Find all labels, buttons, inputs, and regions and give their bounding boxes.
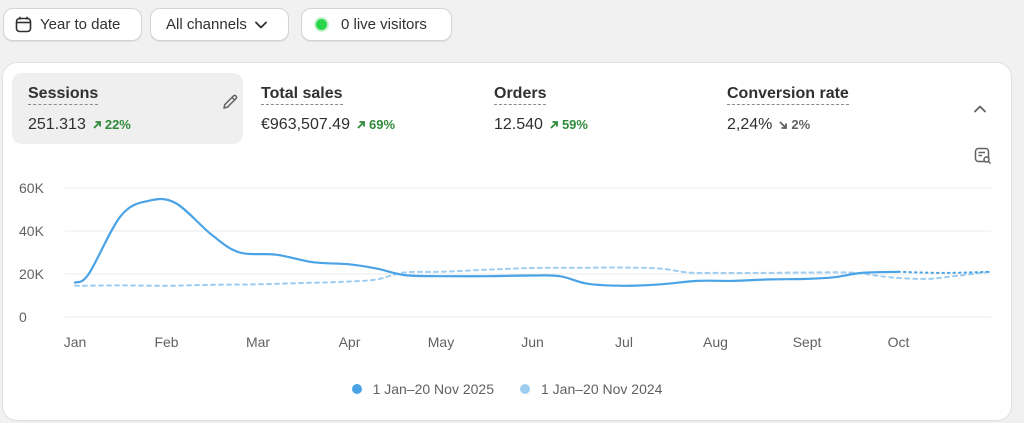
calendar-icon — [15, 16, 32, 33]
arrow-down-right-icon — [779, 121, 788, 129]
live-visitors-button[interactable]: 0 live visitors — [301, 8, 452, 41]
metric-label: Orders — [494, 85, 547, 105]
chevron-down-icon — [254, 21, 267, 29]
series-line-current — [73, 197, 900, 287]
chevron-up-icon[interactable] — [973, 101, 987, 119]
y-tick-label: 60K — [19, 180, 45, 196]
trend-badge: 59% — [549, 117, 588, 132]
metric-value: €963,507.49 — [261, 116, 350, 133]
metric-value: 12.540 — [494, 116, 543, 133]
trend-badge: 69% — [356, 117, 395, 132]
sessions-line-chart: 0 20K 40K 60K Jan Feb Mar Apr May Jun Jul Aug Sept Oc… — [19, 180, 991, 350]
x-tick-label: Apr — [339, 334, 361, 350]
legend-dot — [520, 384, 530, 394]
arrow-up-right-icon — [93, 121, 101, 129]
y-tick-label: 20K — [19, 266, 45, 282]
y-tick-label: 40K — [19, 223, 45, 239]
legend-item-current[interactable]: 1 Jan–20 Nov 2025 — [351, 381, 494, 397]
date-range-label: Year to date — [40, 16, 121, 33]
x-tick-label: Jul — [615, 334, 633, 350]
chart-legend: 1 Jan–20 Nov 2025 1 Jan–20 Nov 2024 — [3, 381, 1011, 397]
live-status-dot — [316, 19, 327, 30]
y-tick-label: 0 — [19, 309, 27, 325]
x-tick-label: Aug — [703, 334, 728, 350]
analytics-card: Sessions 251.313 22% Total sales €963,507… — [3, 63, 1011, 420]
arrow-up-right-icon — [357, 121, 365, 129]
trend-badge: 2% — [778, 117, 810, 132]
date-range-button[interactable]: Year to date — [3, 8, 142, 41]
chart-options-icon[interactable] — [974, 147, 992, 170]
metric-change: 69% — [368, 117, 396, 132]
arrow-up-right-icon — [550, 121, 558, 129]
metric-sessions[interactable]: Sessions 251.313 22% — [12, 73, 243, 144]
legend-label: 1 Jan–20 Nov 2025 — [372, 381, 494, 397]
metric-change: 59% — [561, 117, 588, 132]
x-tick-label: Feb — [154, 334, 178, 350]
trend-badge: 22% — [92, 117, 131, 132]
live-visitors-label: 0 live visitors — [341, 16, 427, 33]
metric-value: 251.313 — [28, 116, 86, 133]
x-tick-label: May — [428, 334, 454, 350]
legend-label: 1 Jan–20 Nov 2024 — [541, 381, 663, 397]
metric-value: 2,24% — [727, 116, 773, 133]
metric-orders[interactable]: Orders 12.540 59% — [478, 73, 678, 144]
metric-total-sales[interactable]: Total sales €963,507.49 69% — [245, 73, 445, 144]
metric-label: Sessions — [28, 85, 99, 105]
channels-dropdown[interactable]: All channels — [150, 8, 289, 41]
x-tick-label: Jan — [64, 334, 87, 350]
metric-label: Total sales — [261, 85, 343, 105]
metric-conversion-rate[interactable]: Conversion rate 2,24% 2% — [711, 73, 911, 144]
legend-item-previous[interactable]: 1 Jan–20 Nov 2024 — [520, 381, 662, 397]
metric-label: Conversion rate — [727, 85, 849, 105]
series-line-previous — [74, 266, 991, 287]
channels-label: All channels — [166, 16, 247, 33]
x-tick-label: Mar — [246, 334, 270, 350]
pencil-icon[interactable] — [221, 93, 239, 116]
x-tick-label: Sept — [793, 334, 822, 350]
series-line-current-projection — [897, 270, 991, 274]
metric-change: 22% — [104, 117, 131, 132]
legend-dot — [351, 384, 362, 394]
x-tick-label: Oct — [888, 334, 910, 350]
metric-change: 2% — [791, 117, 811, 132]
x-tick-label: Jun — [521, 334, 544, 350]
